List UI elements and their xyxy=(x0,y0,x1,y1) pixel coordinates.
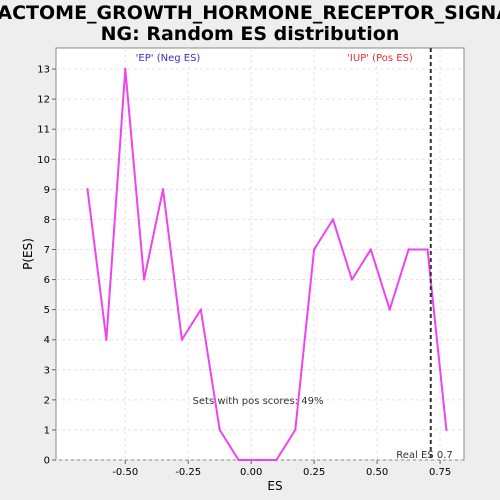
chart-title-line-1: REACTOME_GROWTH_HORMONE_RECEPTOR_SIGNALI xyxy=(0,2,500,24)
data-point-4 xyxy=(161,188,165,191)
annotation-lower-middle: Sets with pos scores: 49% xyxy=(193,396,324,407)
data-point-3 xyxy=(142,278,146,281)
series-line-0 xyxy=(86,68,448,461)
y-tick-label-6: 6 xyxy=(44,275,50,286)
series-layer xyxy=(86,48,448,462)
data-point-6 xyxy=(199,308,203,311)
y-tick-label-13: 13 xyxy=(37,65,50,76)
data-point-9 xyxy=(256,458,259,462)
data-point-5 xyxy=(180,338,184,341)
y-tick-label-2: 2 xyxy=(44,395,50,406)
data-point-2 xyxy=(124,67,127,71)
data-point-1 xyxy=(105,338,108,341)
annotation-layer: Real ES 0.7 'EP' (Neg ES) 'IUP' (Pos ES) Se… xyxy=(136,53,453,461)
y-tick-label-8: 8 xyxy=(44,215,50,226)
plot-area xyxy=(55,47,465,461)
y-tick-label-4: 4 xyxy=(44,335,50,346)
y-tick-label-5: 5 xyxy=(44,305,50,316)
data-point-13 xyxy=(331,218,335,221)
y-tick-label-1: 1 xyxy=(44,425,50,436)
y-tick-label-10: 10 xyxy=(37,155,50,166)
chart-title-line-2: NG: Random ES distribution xyxy=(101,23,400,45)
y-tick-label-12: 12 xyxy=(37,95,50,106)
data-point-17 xyxy=(407,248,410,251)
y-tick-label-9: 9 xyxy=(44,185,50,196)
y-tick-label-0: 0 xyxy=(44,456,50,467)
x-tick-label-3: 0.25 xyxy=(303,467,325,478)
data-point-8 xyxy=(237,458,240,462)
data-point-11 xyxy=(294,428,297,432)
y-tick-label-11: 11 xyxy=(37,125,50,136)
x-axis-label: ES xyxy=(267,479,282,493)
data-point-15 xyxy=(369,248,373,251)
x-tick-label-5: 0.75 xyxy=(429,467,451,478)
y-tick-label-3: 3 xyxy=(44,365,50,376)
annotation-top-right: 'IUP' (Pos ES) xyxy=(347,53,413,64)
data-point-0 xyxy=(86,188,89,191)
real-es-label: Real ES 0.7 xyxy=(396,450,452,461)
data-point-19 xyxy=(445,428,448,432)
y-tick-label-7: 7 xyxy=(44,245,50,256)
data-point-14 xyxy=(350,278,354,281)
x-tick-label-0: -0.50 xyxy=(112,467,138,478)
data-point-10 xyxy=(275,458,278,462)
x-tick-label-4: 0.50 xyxy=(366,467,388,478)
y-axis-label: P(ES) xyxy=(21,238,35,270)
x-tick-label-1: -0.25 xyxy=(175,467,201,478)
data-point-16 xyxy=(388,308,391,311)
data-point-18 xyxy=(426,248,429,251)
x-tick-label-2: 0.00 xyxy=(240,467,262,478)
data-point-7 xyxy=(218,428,221,432)
annotation-top-left: 'EP' (Neg ES) xyxy=(136,53,201,64)
data-point-12 xyxy=(312,248,316,251)
